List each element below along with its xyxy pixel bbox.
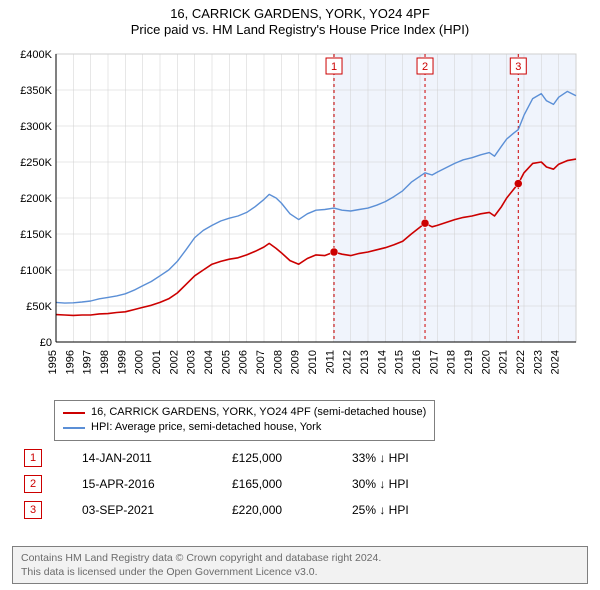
sale-diff: 25% ↓ HPI: [352, 503, 452, 517]
sale-row: 3 03-SEP-2021 £220,000 25% ↓ HPI: [24, 497, 452, 523]
svg-text:£100K: £100K: [20, 265, 52, 277]
svg-text:2004: 2004: [203, 350, 215, 374]
footer-box: Contains HM Land Registry data © Crown c…: [12, 546, 588, 584]
legend-row: 16, CARRICK GARDENS, YORK, YO24 4PF (sem…: [63, 405, 426, 420]
svg-text:1997: 1997: [82, 350, 94, 374]
title-line-2: Price paid vs. HM Land Registry's House …: [0, 22, 600, 38]
svg-text:£400K: £400K: [20, 49, 52, 61]
svg-text:£0: £0: [40, 337, 52, 349]
sale-diff: 33% ↓ HPI: [352, 451, 452, 465]
svg-text:2001: 2001: [151, 350, 163, 374]
svg-text:2007: 2007: [255, 350, 267, 374]
svg-text:2013: 2013: [359, 350, 371, 374]
svg-text:2003: 2003: [186, 350, 198, 374]
svg-text:3: 3: [515, 61, 521, 73]
sale-marker: 1: [24, 449, 42, 467]
sale-marker: 2: [24, 475, 42, 493]
footer-line-1: Contains HM Land Registry data © Crown c…: [21, 551, 579, 565]
svg-text:£150K: £150K: [20, 229, 52, 241]
sale-marker: 3: [24, 501, 42, 519]
svg-text:2008: 2008: [272, 350, 284, 374]
page-root: 16, CARRICK GARDENS, YORK, YO24 4PF Pric…: [0, 0, 600, 590]
sale-price: £125,000: [232, 451, 312, 465]
sale-row: 2 15-APR-2016 £165,000 30% ↓ HPI: [24, 471, 452, 497]
sale-row: 1 14-JAN-2011 £125,000 33% ↓ HPI: [24, 445, 452, 471]
svg-text:2010: 2010: [307, 350, 319, 374]
sale-date: 14-JAN-2011: [82, 451, 192, 465]
legend-label: HPI: Average price, semi-detached house,…: [91, 420, 321, 435]
chart-svg: £0 £50K £100K £150K £200K £250K £300K £350K £400…: [12, 48, 588, 398]
svg-text:2: 2: [422, 61, 428, 73]
svg-text:1998: 1998: [99, 350, 111, 374]
legend-swatch: [63, 412, 85, 414]
svg-text:1999: 1999: [116, 350, 128, 374]
svg-text:2015: 2015: [394, 350, 406, 374]
svg-text:1: 1: [331, 61, 337, 73]
sale-date: 15-APR-2016: [82, 477, 192, 491]
svg-text:2021: 2021: [498, 350, 510, 374]
legend-label: 16, CARRICK GARDENS, YORK, YO24 4PF (sem…: [91, 405, 426, 420]
svg-text:2009: 2009: [290, 350, 302, 374]
sale-price: £220,000: [232, 503, 312, 517]
svg-text:£350K: £350K: [20, 85, 52, 97]
svg-text:2018: 2018: [446, 350, 458, 374]
legend-swatch: [63, 427, 85, 429]
legend-row: HPI: Average price, semi-detached house,…: [63, 420, 426, 435]
sale-price: £165,000: [232, 477, 312, 491]
svg-text:£50K: £50K: [26, 301, 52, 313]
sale-diff: 30% ↓ HPI: [352, 477, 452, 491]
svg-text:2024: 2024: [550, 350, 562, 374]
svg-text:2002: 2002: [168, 350, 180, 374]
svg-text:2000: 2000: [134, 350, 146, 374]
chart-area: £0 £50K £100K £150K £200K £250K £300K £350K £400…: [12, 48, 588, 398]
svg-text:2011: 2011: [324, 350, 336, 374]
svg-text:2005: 2005: [220, 350, 232, 374]
svg-text:2022: 2022: [515, 350, 527, 374]
sales-table: 1 14-JAN-2011 £125,000 33% ↓ HPI 2 15-APR-201…: [24, 445, 452, 523]
svg-text:£300K: £300K: [20, 121, 52, 133]
footer-line-2: This data is licensed under the Open Gov…: [21, 565, 579, 579]
svg-text:1996: 1996: [64, 350, 76, 374]
svg-text:2017: 2017: [428, 350, 440, 374]
svg-text:2020: 2020: [480, 350, 492, 374]
svg-text:2012: 2012: [342, 350, 354, 374]
svg-text:1995: 1995: [47, 350, 59, 374]
svg-text:£250K: £250K: [20, 157, 52, 169]
chart-title: 16, CARRICK GARDENS, YORK, YO24 4PF Pric…: [0, 0, 600, 39]
svg-text:2014: 2014: [376, 350, 388, 374]
svg-text:2023: 2023: [532, 350, 544, 374]
svg-text:2016: 2016: [411, 350, 423, 374]
svg-text:£200K: £200K: [20, 193, 52, 205]
svg-text:2006: 2006: [238, 350, 250, 374]
legend-box: 16, CARRICK GARDENS, YORK, YO24 4PF (sem…: [54, 400, 435, 441]
title-line-1: 16, CARRICK GARDENS, YORK, YO24 4PF: [0, 6, 600, 22]
svg-text:2019: 2019: [463, 350, 475, 374]
sale-date: 03-SEP-2021: [82, 503, 192, 517]
